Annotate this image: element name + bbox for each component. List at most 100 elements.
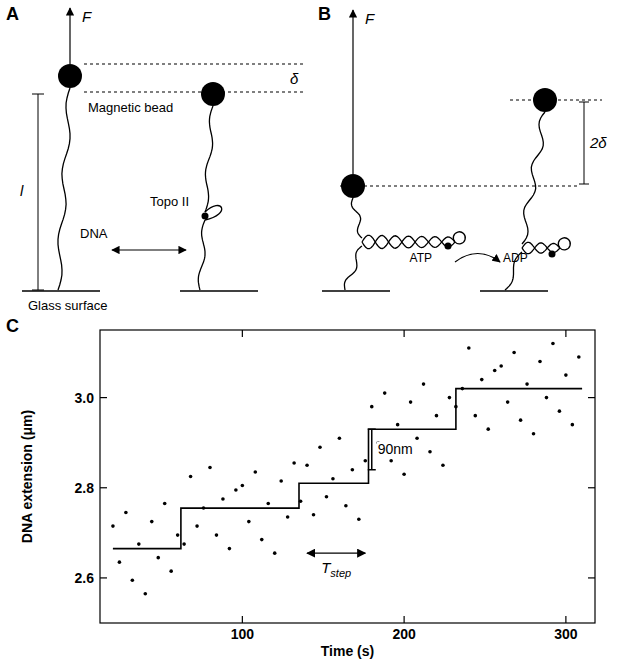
topo-ii	[445, 243, 452, 250]
data-point	[435, 414, 439, 418]
data-point	[538, 360, 542, 364]
data-point	[402, 472, 406, 476]
data-point	[473, 414, 477, 418]
atp-label: ATP	[410, 251, 432, 265]
data-point	[532, 432, 536, 436]
y-tick-label: 2.6	[75, 570, 95, 586]
data-point	[215, 533, 219, 537]
data-point	[156, 556, 160, 560]
data-point	[208, 466, 212, 470]
data-point	[493, 369, 497, 373]
adp-label: ADP	[503, 251, 528, 265]
dna	[344, 246, 362, 290]
length-label: l	[20, 182, 24, 199]
data-point	[338, 436, 342, 440]
y-tick	[588, 577, 595, 578]
data-point	[370, 405, 374, 409]
data-point	[545, 396, 549, 400]
data-point	[260, 538, 264, 542]
data-point	[169, 569, 173, 573]
y-tick	[588, 397, 595, 398]
panel-letter: A	[6, 4, 19, 24]
data-point	[331, 477, 335, 481]
data-point	[221, 497, 225, 501]
dna-label: DNA	[80, 226, 108, 241]
data-point	[486, 427, 490, 431]
x-tick-label: 100	[231, 626, 255, 642]
data-point	[118, 560, 122, 564]
data-point	[422, 382, 426, 386]
data-point	[357, 518, 361, 522]
dna	[522, 112, 545, 244]
panel-letter: C	[6, 316, 19, 336]
x-tick	[565, 616, 566, 623]
x-axis-title: Time (s)	[321, 643, 374, 659]
magnetic-bead	[201, 82, 225, 106]
data-point	[182, 542, 186, 546]
scale-bar-label: 90nm	[378, 441, 413, 457]
data-point	[415, 436, 419, 440]
data-point	[525, 382, 529, 386]
plectoneme-strand	[362, 236, 455, 249]
y-tick-label: 3.0	[75, 390, 95, 406]
data-point	[480, 378, 484, 382]
delta-cap	[579, 102, 589, 103]
step-time-label: Tstep	[321, 559, 351, 579]
force-arrow	[352, 10, 353, 174]
dashed-level	[84, 91, 305, 92]
data-point	[163, 502, 167, 506]
scale-bar-cap	[368, 469, 376, 471]
topo-ii	[202, 213, 209, 220]
x-tick-label: 200	[392, 626, 416, 642]
x-tick	[404, 330, 405, 337]
data-point	[312, 513, 316, 517]
plectoneme-loop	[453, 232, 465, 244]
y-tick	[588, 487, 595, 488]
bead-label: Magnetic bead	[88, 100, 173, 115]
y-axis-title: DNA extension (μm)	[19, 410, 35, 543]
data-point	[506, 400, 510, 404]
data-point	[273, 551, 277, 555]
data-point	[383, 391, 387, 395]
data-point	[286, 515, 290, 519]
y-tick	[100, 487, 107, 488]
surface-label: Glass surface	[28, 298, 107, 313]
delta-label: 2δ	[589, 134, 607, 151]
data-point	[292, 461, 296, 465]
glass-surface	[322, 290, 390, 292]
data-point	[344, 504, 348, 508]
force-label: F	[365, 10, 375, 27]
data-point	[519, 418, 523, 422]
data-point	[441, 463, 445, 467]
arrow-patch	[307, 549, 365, 557]
plot-marks	[111, 342, 582, 596]
data-point	[448, 396, 452, 400]
dna	[58, 88, 70, 290]
data-point	[234, 488, 238, 492]
label-patch	[377, 441, 414, 457]
data-point	[137, 542, 141, 546]
step-time-arrow	[307, 552, 365, 553]
dashed-level	[340, 185, 578, 186]
x-tick	[242, 616, 243, 623]
data-point	[195, 524, 199, 528]
data-point	[124, 511, 128, 515]
data-point	[111, 524, 115, 528]
enzyme-label: Topo II	[150, 194, 189, 209]
dna	[205, 106, 213, 212]
data-point	[512, 351, 516, 355]
topo-ii	[549, 251, 556, 258]
label-patch	[319, 559, 353, 579]
data-point	[150, 520, 154, 524]
y-tick-label: 2.8	[75, 480, 95, 496]
data-point	[558, 409, 562, 413]
force-arrow	[69, 8, 70, 64]
data-point	[253, 470, 257, 474]
transition-arrow	[112, 249, 186, 250]
data-point	[409, 400, 413, 404]
x-tick-label: 300	[554, 626, 578, 642]
step-line	[113, 389, 582, 549]
force-label: F	[82, 8, 92, 25]
y-tick	[100, 397, 107, 398]
glass-surface	[180, 290, 258, 292]
